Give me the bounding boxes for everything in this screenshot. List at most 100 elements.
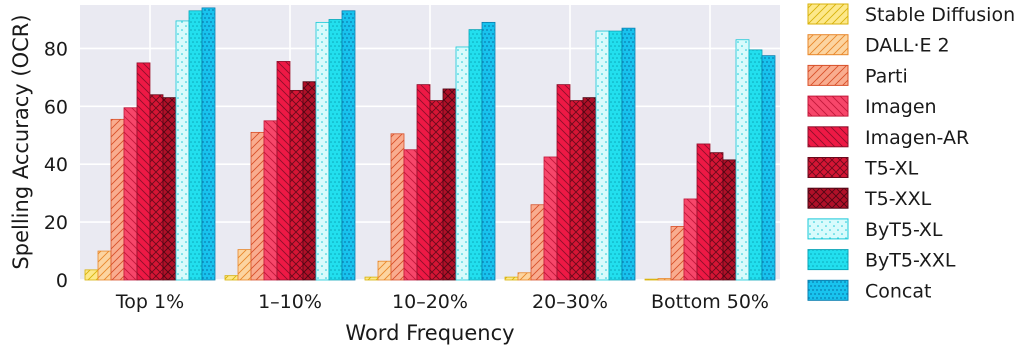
legend-label: Stable Diffusion (865, 4, 1015, 26)
bar-group (644, 39, 776, 281)
legend-label: Concat (865, 280, 931, 302)
bar-group (224, 10, 356, 281)
bar (175, 20, 190, 281)
bar-group (364, 21, 496, 281)
bar (761, 55, 776, 281)
legend-swatch (807, 249, 849, 271)
legend-item: T5-XXL (807, 187, 932, 210)
y-tick-label: 80 (44, 38, 68, 60)
legend-item: Concat (807, 279, 931, 302)
bar (608, 30, 623, 281)
bar (149, 94, 164, 281)
legend-label: DALL·E 2 (865, 35, 950, 57)
bar (543, 156, 558, 281)
x-tick-label: Top 1% (115, 291, 184, 313)
legend-item: Imagen-AR (807, 126, 969, 149)
x-tick-label: Bottom 50% (651, 291, 769, 313)
bar (416, 84, 431, 281)
legend-item: DALL·E 2 (807, 34, 950, 57)
y-axis-label: Spelling Accuracy (OCR) (9, 14, 33, 269)
bar (250, 131, 265, 281)
bar (136, 62, 151, 281)
legend-label: T5-XL (864, 158, 919, 180)
bar (657, 278, 672, 281)
bar (188, 10, 203, 281)
bar (582, 97, 597, 281)
legend-swatch (807, 95, 849, 117)
bar (481, 21, 496, 281)
legend-item: ByT5-XL (807, 218, 943, 241)
bar (201, 7, 216, 281)
bar (709, 152, 724, 281)
x-tick-label: 10–20% (392, 291, 468, 313)
bar (530, 204, 545, 281)
legend-swatch (807, 126, 849, 148)
bar (364, 276, 379, 281)
bar (302, 81, 317, 281)
bar (683, 198, 698, 281)
bar (670, 226, 685, 281)
bar (162, 97, 177, 281)
legend-label: ByT5-XL (865, 219, 943, 241)
bar (748, 49, 763, 281)
legend-swatch (807, 157, 849, 178)
legend-label: Parti (865, 65, 908, 87)
bar (621, 27, 636, 281)
bar (468, 29, 483, 281)
bar (84, 269, 99, 281)
legend-swatch (807, 64, 849, 86)
y-tick-label: 20 (44, 212, 68, 234)
bar (722, 159, 737, 281)
bar (276, 61, 291, 281)
bar-group (504, 27, 636, 281)
bar (696, 143, 711, 281)
x-tick-label: 1–10% (258, 291, 322, 313)
legend-swatch (807, 34, 849, 56)
y-tick-label: 40 (44, 154, 68, 176)
bar (556, 84, 571, 281)
legend-swatch (807, 218, 849, 240)
legend-label: ByT5-XXL (865, 250, 956, 272)
bar (517, 272, 532, 281)
bar-group (84, 7, 216, 281)
legend-item: Imagen (807, 95, 937, 118)
legend: Stable Diffusion DALL·E 2 Parti Imagen Image… (807, 3, 1015, 302)
y-tick-label: 60 (44, 96, 68, 118)
bar (403, 149, 418, 281)
bar (341, 10, 356, 281)
legend-swatch (807, 3, 849, 25)
legend-label: T5-XXL (864, 188, 932, 210)
bar (569, 100, 584, 281)
bar (315, 21, 330, 281)
y-tick-label: 0 (56, 270, 68, 292)
x-tick-labels: Top 1% 1–10% 10–20% 20–30% Bottom 50% (115, 291, 769, 313)
x-axis-label: Word Frequency (345, 321, 514, 345)
bar (429, 100, 444, 281)
legend-item: Stable Diffusion (807, 3, 1015, 26)
legend-item: Parti (807, 64, 908, 87)
bar (328, 19, 343, 281)
legend-swatch (807, 187, 849, 209)
bar (97, 250, 112, 281)
bar (123, 107, 138, 281)
y-tick-labels: 0 20 40 60 80 (44, 38, 68, 292)
bar (735, 39, 750, 281)
legend-label: Imagen-AR (865, 127, 969, 149)
bar (390, 133, 405, 281)
legend-swatch (807, 279, 849, 301)
bar (289, 89, 304, 281)
x-tick-label: 20–30% (532, 291, 608, 313)
bar (224, 275, 239, 281)
bar (237, 249, 252, 281)
legend-item: T5-XL (807, 157, 919, 180)
bar (504, 276, 519, 281)
bar (377, 260, 392, 281)
legend-item: ByT5-XXL (807, 249, 956, 272)
bar (455, 46, 470, 281)
bar (442, 88, 457, 281)
bar (644, 278, 659, 281)
legend-label: Imagen (865, 96, 937, 118)
bar (263, 120, 278, 281)
bar (595, 30, 610, 281)
